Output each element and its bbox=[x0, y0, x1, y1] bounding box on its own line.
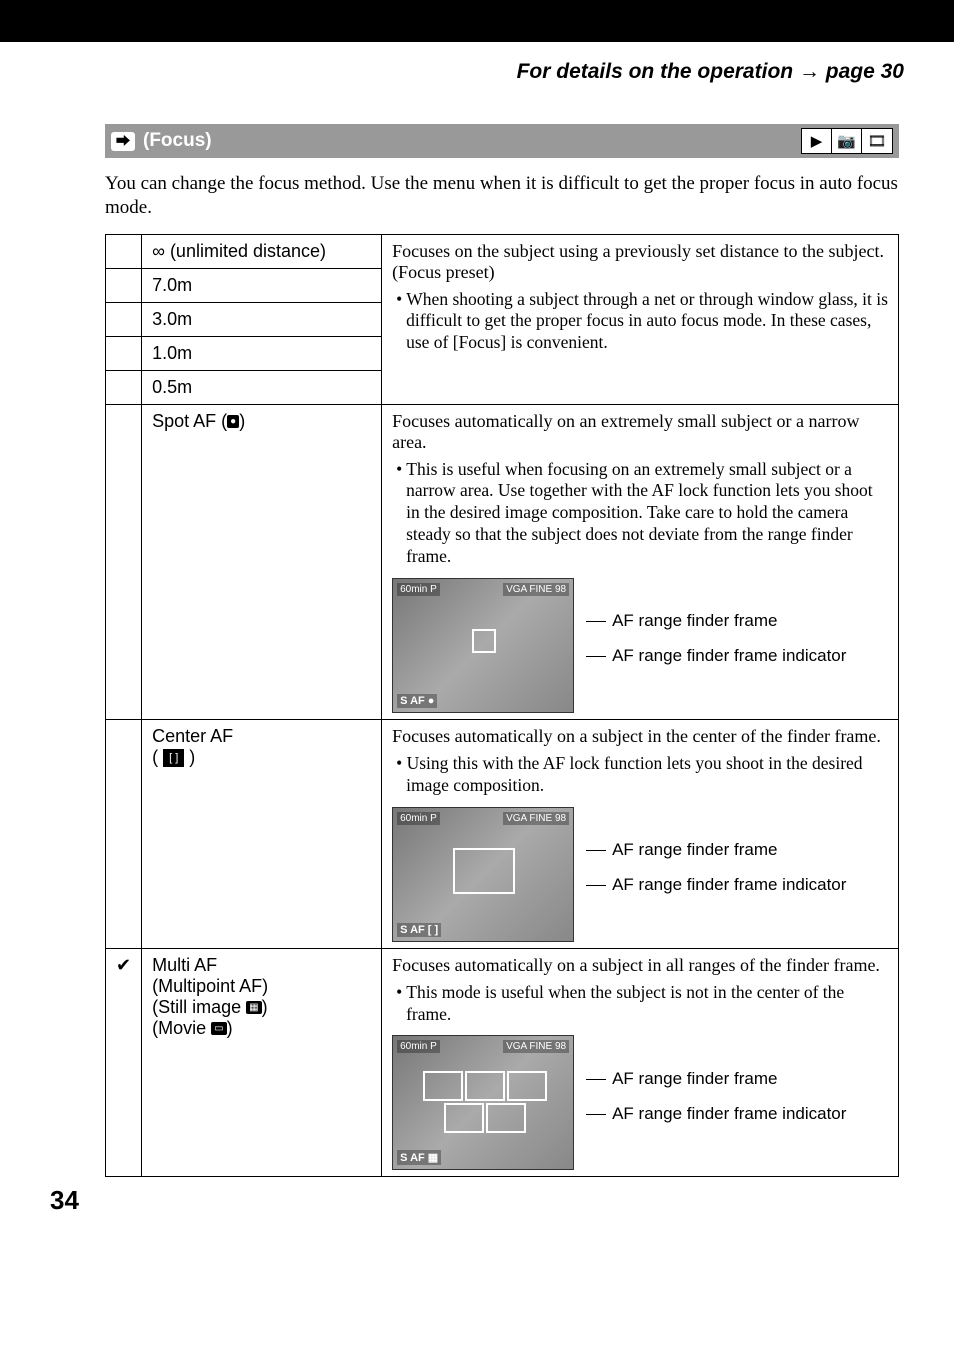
multi-viewfinder: 60min P VGA FINE 98 S AF ▦ AF range find… bbox=[392, 1035, 888, 1170]
label-10m: 1.0m bbox=[142, 336, 382, 370]
desc-center: Focuses automatically on a subject in th… bbox=[382, 719, 899, 948]
center-icon-wrap: ( [ ] ) bbox=[152, 747, 195, 767]
label-center: Center AF ( [ ] ) bbox=[142, 719, 382, 948]
row-unlimited: ∞ (unlimited distance) Focuses on the su… bbox=[106, 234, 899, 268]
spot-range-label: AF range finder frame bbox=[586, 610, 846, 633]
center-label-text: Center AF bbox=[152, 726, 371, 747]
camera-mode-icon: 📷 bbox=[832, 129, 862, 153]
center-vf-topleft: 60min P bbox=[397, 812, 440, 825]
check-multi: ✔ bbox=[106, 948, 142, 1177]
desc-multi: Focuses automatically on a subject in al… bbox=[382, 948, 899, 1177]
check-center bbox=[106, 719, 142, 948]
page-number: 34 bbox=[50, 1185, 79, 1216]
desc-spot: Focuses automatically on an extremely sm… bbox=[382, 404, 899, 719]
multi-vf-topright: VGA FINE 98 bbox=[503, 1040, 569, 1053]
center-vf-labels: AF range finder frame AF range finder fr… bbox=[586, 839, 846, 909]
spot-af-icon: ● bbox=[227, 415, 239, 428]
label-spot: Spot AF (●) bbox=[142, 404, 382, 719]
row-center-af: Center AF ( [ ] ) Focuses automatically … bbox=[106, 719, 899, 948]
center-bullet: • Using this with the AF lock function l… bbox=[392, 753, 888, 797]
check-spot bbox=[106, 404, 142, 719]
multi-range-label: AF range finder frame bbox=[586, 1068, 846, 1091]
label-70m: 7.0m bbox=[142, 268, 382, 302]
playback-mode-icon: ▶ bbox=[802, 129, 832, 153]
mode-icon-group: ▶ 📷 🎞 bbox=[801, 128, 893, 154]
multi-label-text: Multi AF bbox=[152, 955, 371, 976]
spot-vf-frame bbox=[472, 629, 496, 653]
focus-options-table: ∞ (unlimited distance) Focuses on the su… bbox=[105, 234, 899, 1178]
focus-lead-icon: ⮕ bbox=[111, 132, 135, 151]
intro-paragraph: You can change the focus method. Use the… bbox=[105, 172, 899, 220]
desc-preset: Focuses on the subject using a previousl… bbox=[382, 234, 899, 404]
label-30m: 3.0m bbox=[142, 302, 382, 336]
spot-label-suffix: ) bbox=[239, 411, 245, 431]
center-vf-image: 60min P VGA FINE 98 S AF [ ] bbox=[392, 807, 574, 942]
multi-indicator-label: AF range finder frame indicator bbox=[586, 1103, 846, 1126]
row-multi-af: ✔ Multi AF (Multipoint AF) (Still image … bbox=[106, 948, 899, 1177]
row-spot-af: Spot AF (●) Focuses automatically on an … bbox=[106, 404, 899, 719]
center-vf-frame bbox=[453, 848, 515, 894]
multi-vf-frame-1 bbox=[423, 1071, 463, 1101]
center-vf-bottomleft: S AF [ ] bbox=[397, 923, 441, 937]
unlimited-text: (unlimited distance) bbox=[170, 241, 326, 261]
spot-desc-text: Focuses automatically on an extremely sm… bbox=[392, 411, 888, 453]
check-30m bbox=[106, 302, 142, 336]
multi-vf-bottomleft: S AF ▦ bbox=[397, 1150, 441, 1165]
preset-main-text: Focuses on the subject using a previousl… bbox=[392, 241, 888, 283]
multi-sub3: (Movie ▭) bbox=[152, 1018, 371, 1039]
page-ref-arrow: → bbox=[799, 60, 820, 83]
spot-label-text: Spot AF ( bbox=[152, 411, 227, 431]
check-unlimited bbox=[106, 234, 142, 268]
page-reference: For details on the operation → page 30 bbox=[0, 42, 954, 124]
multi-sub2: (Still image ▦) bbox=[152, 997, 371, 1018]
page-ref-suffix: page 30 bbox=[826, 60, 904, 83]
multi-sub1: (Multipoint AF) bbox=[152, 976, 371, 997]
multi-vf-frame-4 bbox=[444, 1103, 484, 1133]
multi-vf-topleft: 60min P bbox=[397, 1040, 440, 1053]
multi-movie-icon: ▭ bbox=[211, 1022, 226, 1035]
check-05m bbox=[106, 370, 142, 404]
check-10m bbox=[106, 336, 142, 370]
center-viewfinder: 60min P VGA FINE 98 S AF [ ] AF range fi… bbox=[392, 807, 888, 942]
spot-vf-topleft: 60min P bbox=[397, 583, 440, 596]
spot-vf-bottomleft: S AF ● bbox=[397, 694, 437, 708]
preset-bullet: • When shooting a subject through a net … bbox=[392, 289, 888, 355]
check-70m bbox=[106, 268, 142, 302]
multi-vf-image: 60min P VGA FINE 98 S AF ▦ bbox=[392, 1035, 574, 1170]
spot-bullet: • This is useful when focusing on an ext… bbox=[392, 459, 888, 568]
infinity-symbol: ∞ bbox=[152, 241, 170, 261]
focus-section-header: ⮕ (Focus) ▶ 📷 🎞 bbox=[105, 124, 899, 158]
label-unlimited: ∞ (unlimited distance) bbox=[142, 234, 382, 268]
multi-still-icon: ▦ bbox=[246, 1001, 261, 1014]
spot-vf-image: 60min P VGA FINE 98 S AF ● bbox=[392, 578, 574, 713]
multi-bullet: • This mode is useful when the subject i… bbox=[392, 982, 888, 1026]
page-footer: 34 bbox=[0, 1185, 954, 1235]
label-05m: 0.5m bbox=[142, 370, 382, 404]
label-multi: Multi AF (Multipoint AF) (Still image ▦)… bbox=[142, 948, 382, 1177]
center-range-label: AF range finder frame bbox=[586, 839, 846, 862]
center-desc-text: Focuses automatically on a subject in th… bbox=[392, 726, 888, 747]
multi-vf-frame-3 bbox=[507, 1071, 547, 1101]
multi-desc-text: Focuses automatically on a subject in al… bbox=[392, 955, 888, 976]
center-indicator-label: AF range finder frame indicator bbox=[586, 874, 846, 897]
top-black-bar bbox=[0, 0, 954, 42]
multi-vf-frame-2 bbox=[465, 1071, 505, 1101]
multi-vf-frame-5 bbox=[486, 1103, 526, 1133]
spot-viewfinder: 60min P VGA FINE 98 S AF ● AF range find… bbox=[392, 578, 888, 713]
focus-section-title: (Focus) bbox=[143, 130, 801, 152]
movie-mode-icon: 🎞 bbox=[862, 129, 892, 153]
spot-vf-labels: AF range finder frame AF range finder fr… bbox=[586, 610, 846, 680]
spot-indicator-label: AF range finder frame indicator bbox=[586, 645, 846, 668]
multi-vf-labels: AF range finder frame AF range finder fr… bbox=[586, 1068, 846, 1138]
center-vf-topright: VGA FINE 98 bbox=[503, 812, 569, 825]
page-ref-prefix: For details on the operation bbox=[517, 60, 799, 83]
center-af-icon: [ ] bbox=[163, 749, 184, 767]
spot-vf-topright: VGA FINE 98 bbox=[503, 583, 569, 596]
